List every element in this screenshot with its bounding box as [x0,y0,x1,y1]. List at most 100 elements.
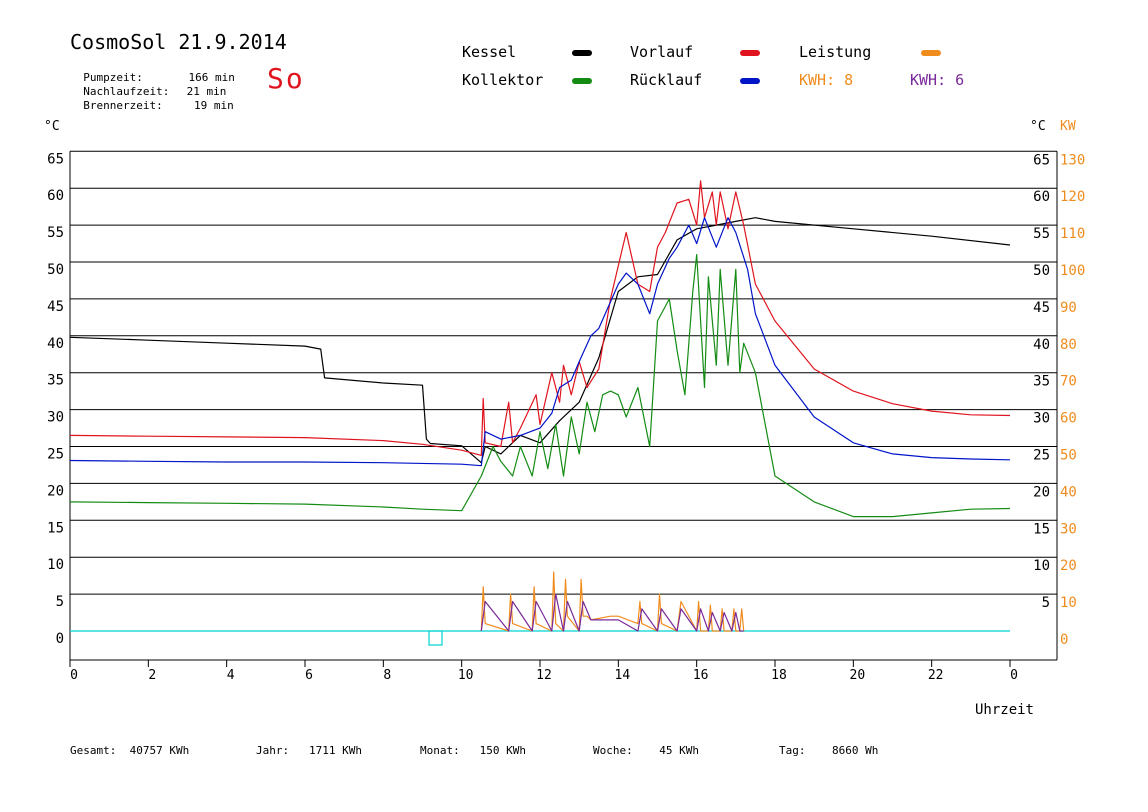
y-tick-label-right: 30 [1033,411,1050,427]
x-tick-label: 16 [693,668,709,683]
x-tick-label: 4 [227,668,235,683]
y-tick-label-kw: 60 [1060,411,1077,427]
legend-kessel-swatch [572,50,592,56]
y-tick-label-kw: 0 [1060,632,1068,648]
x-tick-label: 2 [148,668,156,683]
footer-label: Gesamt: [70,744,117,757]
legend-kwh2: KWH: 6 [910,71,965,89]
y-tick-label-kw: 120 [1060,189,1085,205]
footer-value: 45 KWh [659,744,699,757]
y-tick-label-kw: 80 [1060,337,1077,353]
x-tick-label: 10 [458,668,474,683]
x-tick-label: 8 [383,668,391,683]
y-tick-label-right: 55 [1033,226,1050,242]
series-lines [69,180,1011,632]
legend-kollektor-swatch [572,78,592,84]
series-line-r-cklauf [69,217,1011,467]
footer-monat: Monat: 150 KWh [420,744,526,757]
y-axis-unit-right: °C [1030,119,1046,134]
y-tick-label-kw: 130 [1060,152,1085,168]
y-tick-label-right: 45 [1033,300,1050,316]
y-tick-label-kw: 20 [1060,558,1077,574]
y-tick-label-right: 15 [1033,521,1050,537]
series-line-vorlauf [69,180,1011,456]
y-tick-label-kw: 30 [1060,521,1077,537]
y-tick-label-right: 60 [1033,189,1050,205]
y-tick-label-right: 25 [1033,448,1050,464]
y-tick-label-kw: 90 [1060,300,1077,316]
y-tick-label-kw: 40 [1060,484,1077,500]
chart-title: CosmoSol 21.9.2014 [70,30,287,54]
axis-labels: 0 2 4 6 8 10 12 14 16 18 20 22 005101520253035404550… [44,119,1085,718]
weekday-label: So [267,62,305,95]
y-tick-label-right: 65 [1033,152,1050,168]
footer-value: 1711 KWh [309,744,362,757]
y-tick-label-left: 5 [56,594,64,610]
y-tick-label-left: 20 [47,483,64,499]
gridlines [70,150,1057,595]
footer-label: Woche: [593,744,633,757]
stat-value: 21 min [186,85,227,98]
y-tick-label-left: 0 [56,631,64,647]
series-line-kollektor [69,254,1011,518]
marker-box [428,630,443,646]
y-tick-label-kw: 10 [1060,595,1077,611]
x-tick-label: 6 [305,668,313,683]
legend-leistung-label: Leistung [799,43,872,61]
footer-tag: Tag: 8660 Wh [779,744,878,757]
y-tick-label-left: 55 [47,225,64,241]
x-axis-label: Uhrzeit [975,702,1034,718]
y-tick-label-left: 35 [47,373,64,389]
y-tick-label-right: 20 [1033,484,1050,500]
y-tick-label-left: 40 [47,336,64,352]
stat-value: 166 min [188,71,235,84]
footer-label: Monat: [420,744,460,757]
legend-ruecklauf-swatch [740,78,760,84]
series-line-kessel [69,217,1011,464]
stat-label: Brennerzeit: [83,99,163,112]
stat-brennerzeit: Brennerzeit: 19 min [70,85,233,113]
footer-woche: Woche: 45 KWh [593,744,699,757]
stat-nachlaufzeit: Nachlaufzeit: 21 min [70,71,226,99]
y-tick-label-left: 15 [47,520,64,536]
legend-kessel-label: Kessel [462,43,517,61]
y-tick-label-kw: 110 [1060,226,1085,242]
y-tick-label-left: 10 [47,557,64,573]
footer-label: Tag: [779,744,806,757]
stat-label: Pumpzeit: [83,71,143,84]
y-tick-label-left: 45 [47,299,64,315]
x-tick-label: 12 [536,668,552,683]
footer-value: 8660 Wh [832,744,879,757]
legend-ruecklauf-label: Rücklauf [630,71,703,89]
legend-leistung-swatch [921,50,941,56]
footer-value: 40757 KWh [129,744,190,757]
x-tick-label: 0 [70,668,78,683]
series-line-leistung [480,571,745,632]
legend-kwh1: KWH: 8 [799,71,854,89]
legend-vorlauf-swatch [740,50,760,56]
y-tick-label-left: 25 [47,447,64,463]
y-tick-label-left: 65 [47,151,64,167]
axes [69,151,1058,667]
y-tick-label-right: 50 [1033,263,1050,279]
legend-kollektor-label: Kollektor [462,71,544,89]
y-tick-label-right: 35 [1033,374,1050,390]
footer-gesamt: Gesamt: 40757 KWh [70,744,189,757]
y-axis-unit-kw: KW [1060,119,1076,134]
x-tick-label: 20 [850,668,866,683]
x-tick-label: 22 [928,668,944,683]
y-tick-label-kw: 100 [1060,263,1085,279]
x-tick-label: 18 [771,668,787,683]
x-tick-label: 0 [1010,668,1018,683]
footer-jahr: Jahr: 1711 KWh [256,744,362,757]
y-tick-label-kw: 70 [1060,374,1077,390]
y-tick-label-right: 10 [1033,558,1050,574]
stat-label: Nachlaufzeit: [83,85,170,98]
y-tick-label-kw: 50 [1060,448,1077,464]
legend-vorlauf-label: Vorlauf [630,43,694,61]
y-tick-label-left: 50 [47,262,64,278]
y-tick-label-left: 30 [47,410,64,426]
footer-value: 150 KWh [479,744,526,757]
footer-label: Jahr: [256,744,290,757]
